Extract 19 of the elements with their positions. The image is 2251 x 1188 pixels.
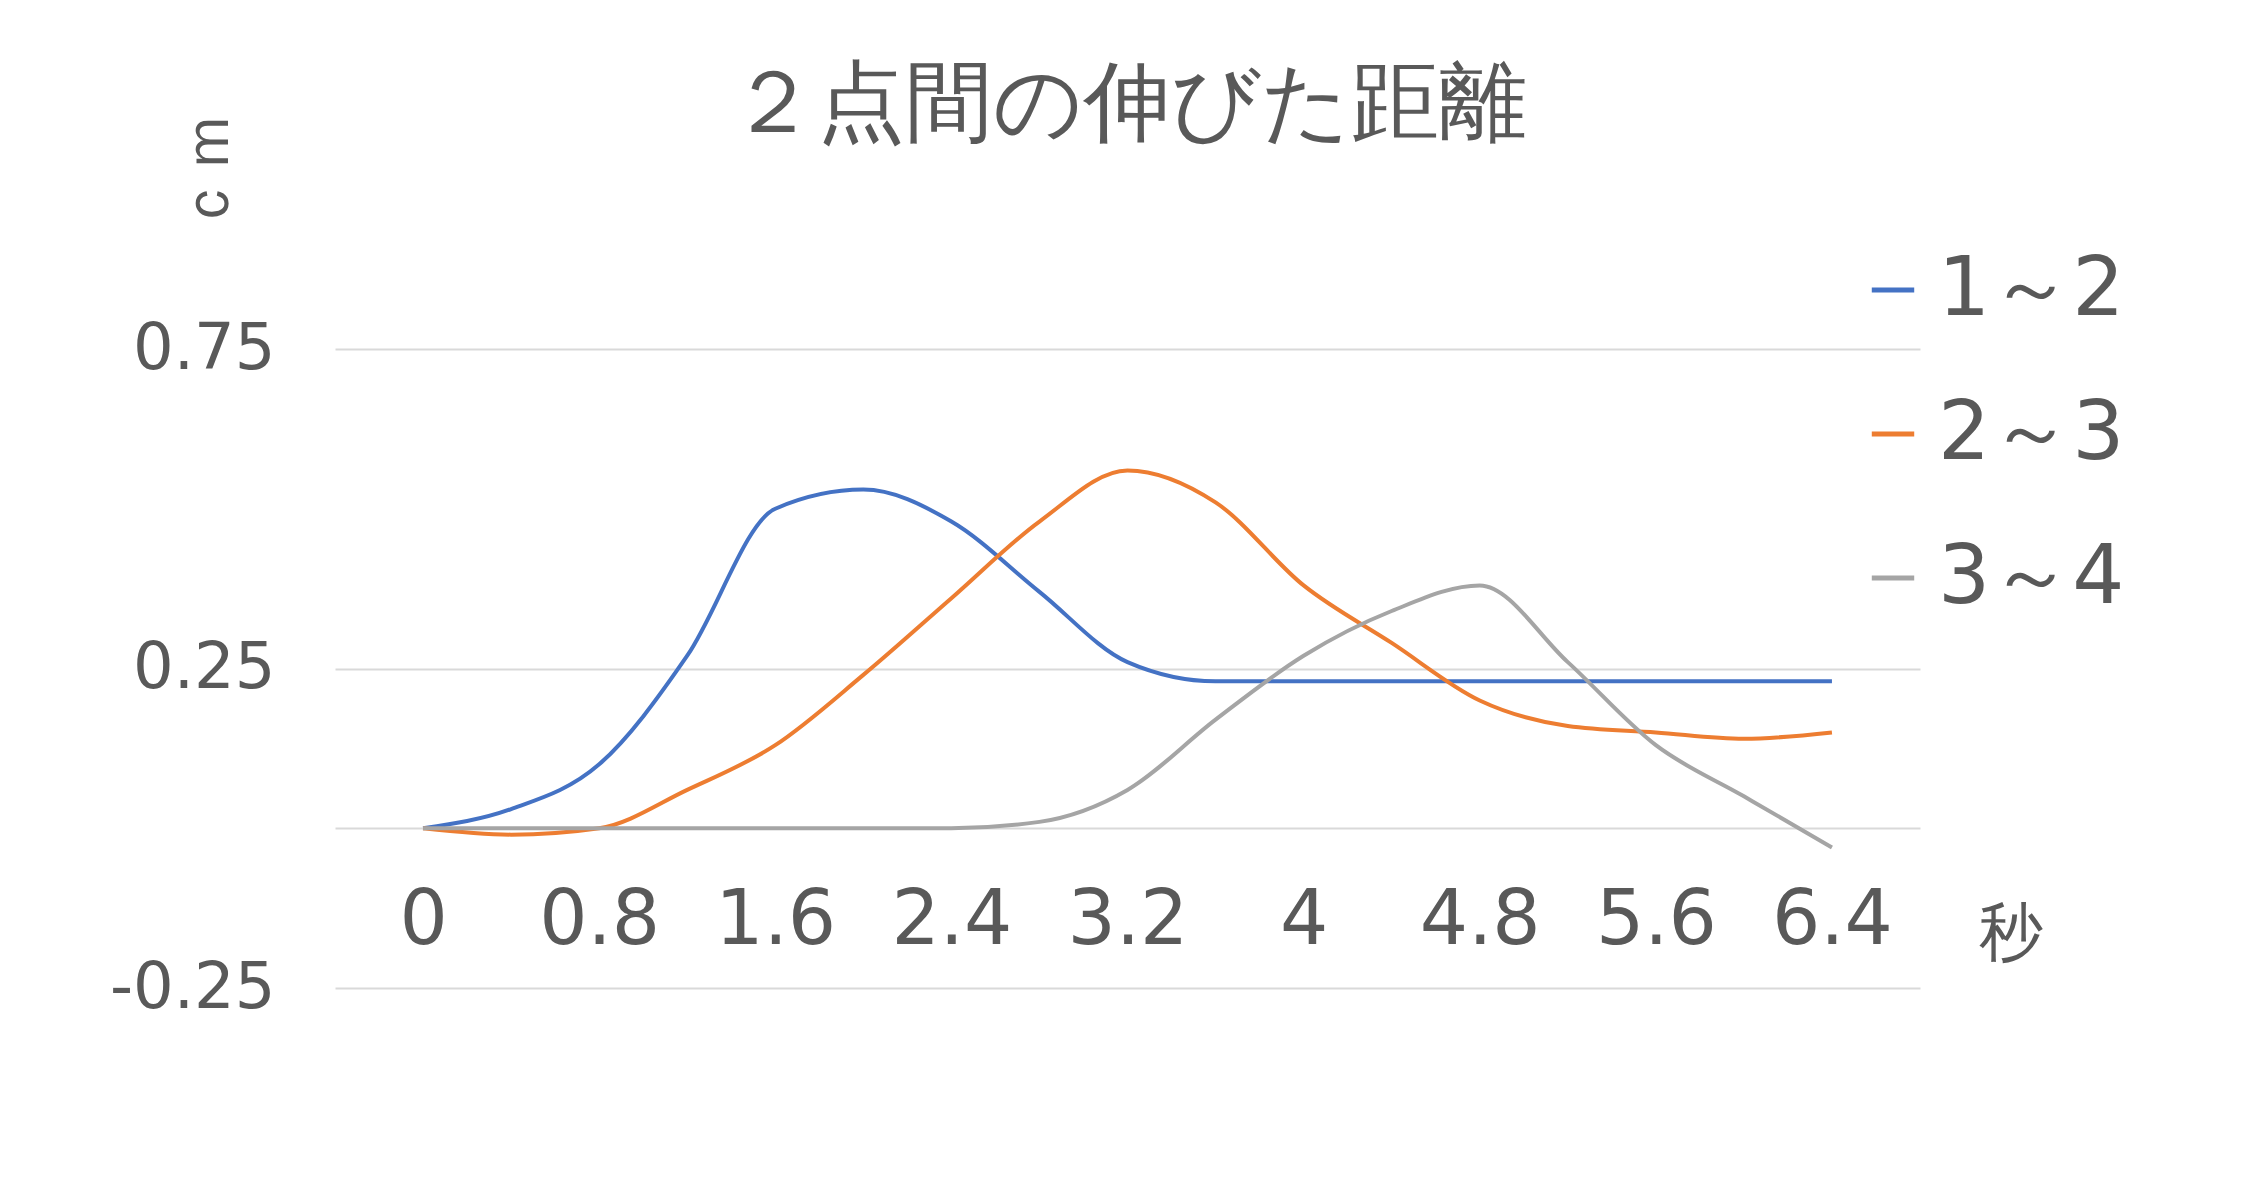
x-tick-label: 6.4 — [1772, 872, 1893, 962]
legend-label: 2～3 — [1938, 383, 2125, 478]
y-axis-title: ｃｍ — [169, 110, 243, 235]
y-tick-label: -0.25 — [109, 948, 276, 1023]
legend-label: 1～2 — [1938, 239, 2125, 334]
x-axis-title: 秒 — [1978, 894, 2043, 969]
x-tick-label: 4 — [1279, 872, 1329, 962]
line-series — [421, 583, 1834, 850]
x-tick-label: 3.2 — [1067, 872, 1189, 962]
x-tick-label: 0.8 — [539, 872, 661, 962]
y-tick-label: 0.75 — [133, 309, 276, 384]
chart-title: ２点間の伸びた距離 — [728, 50, 1527, 153]
x-tick-label: 4.8 — [1419, 872, 1541, 962]
y-tick-label: 0.25 — [133, 629, 276, 703]
x-tick-label: 1.6 — [715, 872, 837, 962]
x-tick-label: 2.4 — [891, 872, 1013, 962]
x-tick-label: 0 — [399, 872, 448, 962]
x-tick-label: 5.6 — [1595, 872, 1717, 962]
legend-label: 3～4 — [1938, 527, 2125, 622]
